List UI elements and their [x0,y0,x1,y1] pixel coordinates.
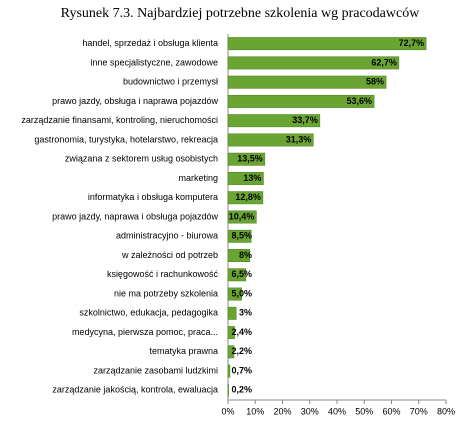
y-tick-label: informatyka i obsługa komputera [88,192,218,202]
bar [227,75,387,89]
chart-title: Rysunek 7.3. Najbardziej potrzebne szkol… [61,6,421,21]
value-label: 62,7% [371,57,397,67]
x-tick-label: 20% [273,406,291,416]
bar [227,133,314,147]
y-tick-label: zarządzanie zasobami ludzkimi [93,365,218,375]
value-label: 8,5% [231,231,252,241]
value-label: 3% [239,308,252,318]
y-tick-label: w zależności od potrzeb [121,250,218,260]
value-label: 2,2% [231,346,252,356]
x-tick-label: 80% [437,406,455,416]
y-tick-label: związana z sektorem usług osobistych [65,154,218,164]
x-tick-label: 60% [382,406,400,416]
y-tick-label: prawo jazdy, obsługa i naprawa pojazdów [52,96,218,106]
value-label: 8% [239,250,252,260]
bar [227,114,321,128]
bar [227,364,231,378]
bar [227,326,235,340]
value-label: 72,7% [399,38,425,48]
x-tick-label: 70% [410,406,428,416]
y-tick-label: medycyna, pierwsza pomoc, praca... [72,327,218,337]
value-label: 53,6% [347,96,373,106]
bar [227,345,235,359]
bar [227,152,266,166]
value-label: 13,5% [237,154,263,164]
bar [227,56,400,70]
y-tick-label: handel, sprzedaż i obsługa klienta [82,38,218,48]
bar [227,191,264,205]
value-label: 13% [243,173,261,183]
bar [227,287,242,301]
y-tick-label: zarządzanie finansami, kontroling, nieru… [21,115,218,125]
y-tick-label: szkolnictwo, edukacja, pedagogika [79,308,218,318]
y-tick-label: zarządzanie jakością, kontrola, ewaluacj… [52,385,218,395]
y-tick-label: nie ma potrzeby szkolenia [114,288,218,298]
value-label: 33,7% [292,115,318,125]
value-label: 5,0% [231,288,252,298]
bar [227,210,257,224]
y-tick-label: administracyjno - biurowa [116,231,218,241]
bar [227,306,237,320]
bar [227,229,252,243]
y-tick-label: księgowość i rachunkowość [107,269,219,279]
value-label: 0,7% [231,365,252,375]
bar [227,37,427,51]
bar [227,383,229,397]
bar [227,172,264,185]
y-tick-label: gastronomia, turystyka, hotelarstwo, rek… [34,134,218,144]
x-tick-label: 30% [301,406,319,416]
value-label: 6,5% [231,269,252,279]
value-label: 2,4% [231,327,252,337]
x-tick-label: 40% [328,406,346,416]
value-label: 10,4% [229,211,255,221]
x-tick-label: 50% [355,406,373,416]
bar [227,94,375,108]
y-tick-label: budownictwo i przemysł [123,77,218,87]
x-tick-label: 10% [246,406,264,416]
y-tick-label: marketing [178,173,218,183]
y-tick-label: tematyka prawna [149,346,218,356]
bar [227,268,247,282]
y-tick-label: prawo jazdy, naprawa i obsługa pojazdów [52,211,218,221]
x-tick-label: 0% [221,406,234,416]
value-label: 12,8% [235,192,261,202]
value-label: 58% [366,77,384,87]
value-label: 0,2% [231,385,252,395]
bar [227,249,251,262]
value-label: 31,3% [286,134,312,144]
y-tick-label: inne specjalistyczne, zawodowe [90,57,218,67]
